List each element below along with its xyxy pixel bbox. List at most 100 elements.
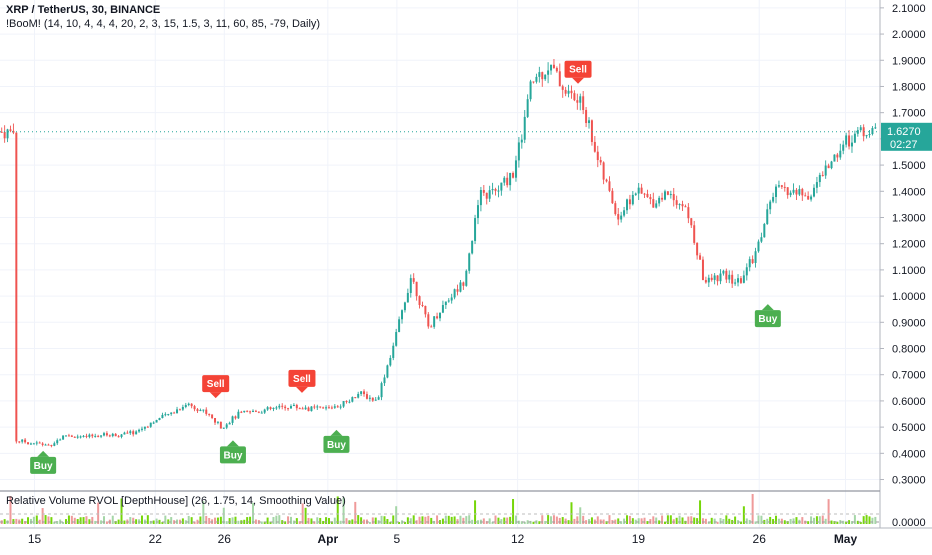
volume-bar [111, 515, 114, 524]
candle-body [41, 443, 44, 445]
volume-bar [468, 515, 471, 524]
volume-bar [102, 516, 105, 524]
candle-body [292, 404, 295, 407]
volume-bar [471, 519, 474, 524]
volume-bar [35, 515, 38, 524]
candle-body [655, 203, 658, 208]
candle-body [196, 409, 199, 412]
candle-body [535, 76, 538, 82]
volume-bar [176, 519, 179, 524]
volume-bar [532, 521, 535, 524]
buy-label-text: Buy [327, 440, 346, 451]
candle-body [509, 172, 512, 186]
signal-layer: Buy Sell Buy Sell Buy Sell Buy [30, 60, 781, 474]
candle-body [205, 409, 208, 414]
candle-body [44, 444, 47, 446]
volume-bar [725, 515, 728, 524]
candle-body [418, 296, 421, 305]
candle-body [243, 410, 246, 413]
x-tick-label: 26 [218, 532, 232, 546]
candle-body [105, 433, 108, 436]
candle-body [53, 443, 56, 446]
volume-bar [462, 517, 465, 524]
candle-body [59, 439, 62, 441]
volume-bar [325, 517, 328, 524]
volume-bar [582, 515, 585, 524]
volume-bar [576, 516, 579, 524]
volume-bar [219, 516, 222, 524]
volume-bar [497, 517, 500, 524]
candle-body [690, 218, 693, 226]
indicator-legend[interactable]: !BooM! (14, 10, 4, 4, 4, 20, 2, 3, 15, 1… [6, 18, 321, 30]
candle-body [488, 190, 491, 199]
candle-body [76, 436, 79, 438]
candle-body [669, 194, 672, 196]
volume-bar [585, 520, 588, 524]
candle-body [777, 185, 780, 187]
candle-body [430, 326, 433, 328]
candle-body [368, 397, 371, 399]
candle-body [804, 195, 807, 197]
volume-bar [307, 517, 310, 524]
volume-bar [278, 515, 281, 524]
volume-bar [234, 516, 237, 524]
candle-body [152, 422, 155, 424]
volume-bar [24, 521, 27, 524]
volume-bar [853, 515, 856, 524]
candle-body [82, 435, 85, 437]
volume-indicator-legend[interactable]: Relative Volume RVOL [DepthHouse] (26, 1… [6, 495, 346, 507]
x-tick-label: Apr [318, 532, 339, 546]
volume-bar [871, 517, 874, 524]
volume-bar [625, 515, 628, 524]
price-badge [881, 122, 932, 151]
candle-body [15, 132, 18, 442]
candle-body [476, 205, 479, 219]
x-tick-label: May [834, 532, 858, 546]
volume-bar [32, 516, 35, 524]
candle-body [678, 204, 681, 206]
volume-bar [666, 515, 669, 524]
candle-body [287, 408, 290, 410]
candle-body [228, 422, 231, 425]
candle-body [111, 433, 114, 437]
candle-body [874, 127, 877, 129]
volume-bar [491, 521, 494, 524]
volume-bar [728, 518, 731, 524]
candle-body [523, 116, 526, 140]
candle-body [219, 421, 222, 429]
volume-bar [289, 516, 292, 524]
volume-bar [50, 517, 53, 524]
candle-body [240, 411, 243, 413]
volume-bar [199, 516, 202, 524]
volume-bar [596, 516, 599, 524]
symbol-legend[interactable]: XRP / TetherUS, 30, BINANCE [6, 4, 161, 16]
candle-body [859, 127, 862, 131]
volume-bar [550, 516, 553, 524]
volume-bar [193, 521, 196, 524]
volume-bar [260, 521, 263, 524]
volume-bar [79, 517, 82, 524]
volume-bar [807, 521, 810, 524]
sell-label-text: Sell [207, 379, 225, 390]
candle-body [266, 407, 269, 410]
volume-bar [97, 502, 100, 524]
candle-body [561, 86, 564, 90]
volume-bar [675, 517, 678, 524]
candle-body [202, 409, 205, 411]
candle-body [514, 160, 517, 178]
volume-bar [538, 521, 541, 524]
candle-body [462, 282, 465, 286]
volume-bar [567, 520, 570, 524]
volume-bar [21, 518, 24, 524]
volume-bar [786, 521, 789, 524]
volume-bar [783, 520, 786, 524]
candle-body [330, 407, 333, 409]
buy-label-box [323, 435, 350, 453]
candle-body [821, 174, 824, 176]
candle-body [18, 441, 21, 443]
volume-bar [821, 515, 824, 524]
volume-bar [412, 515, 415, 524]
candle-body [696, 242, 699, 256]
candle-body [573, 93, 576, 101]
